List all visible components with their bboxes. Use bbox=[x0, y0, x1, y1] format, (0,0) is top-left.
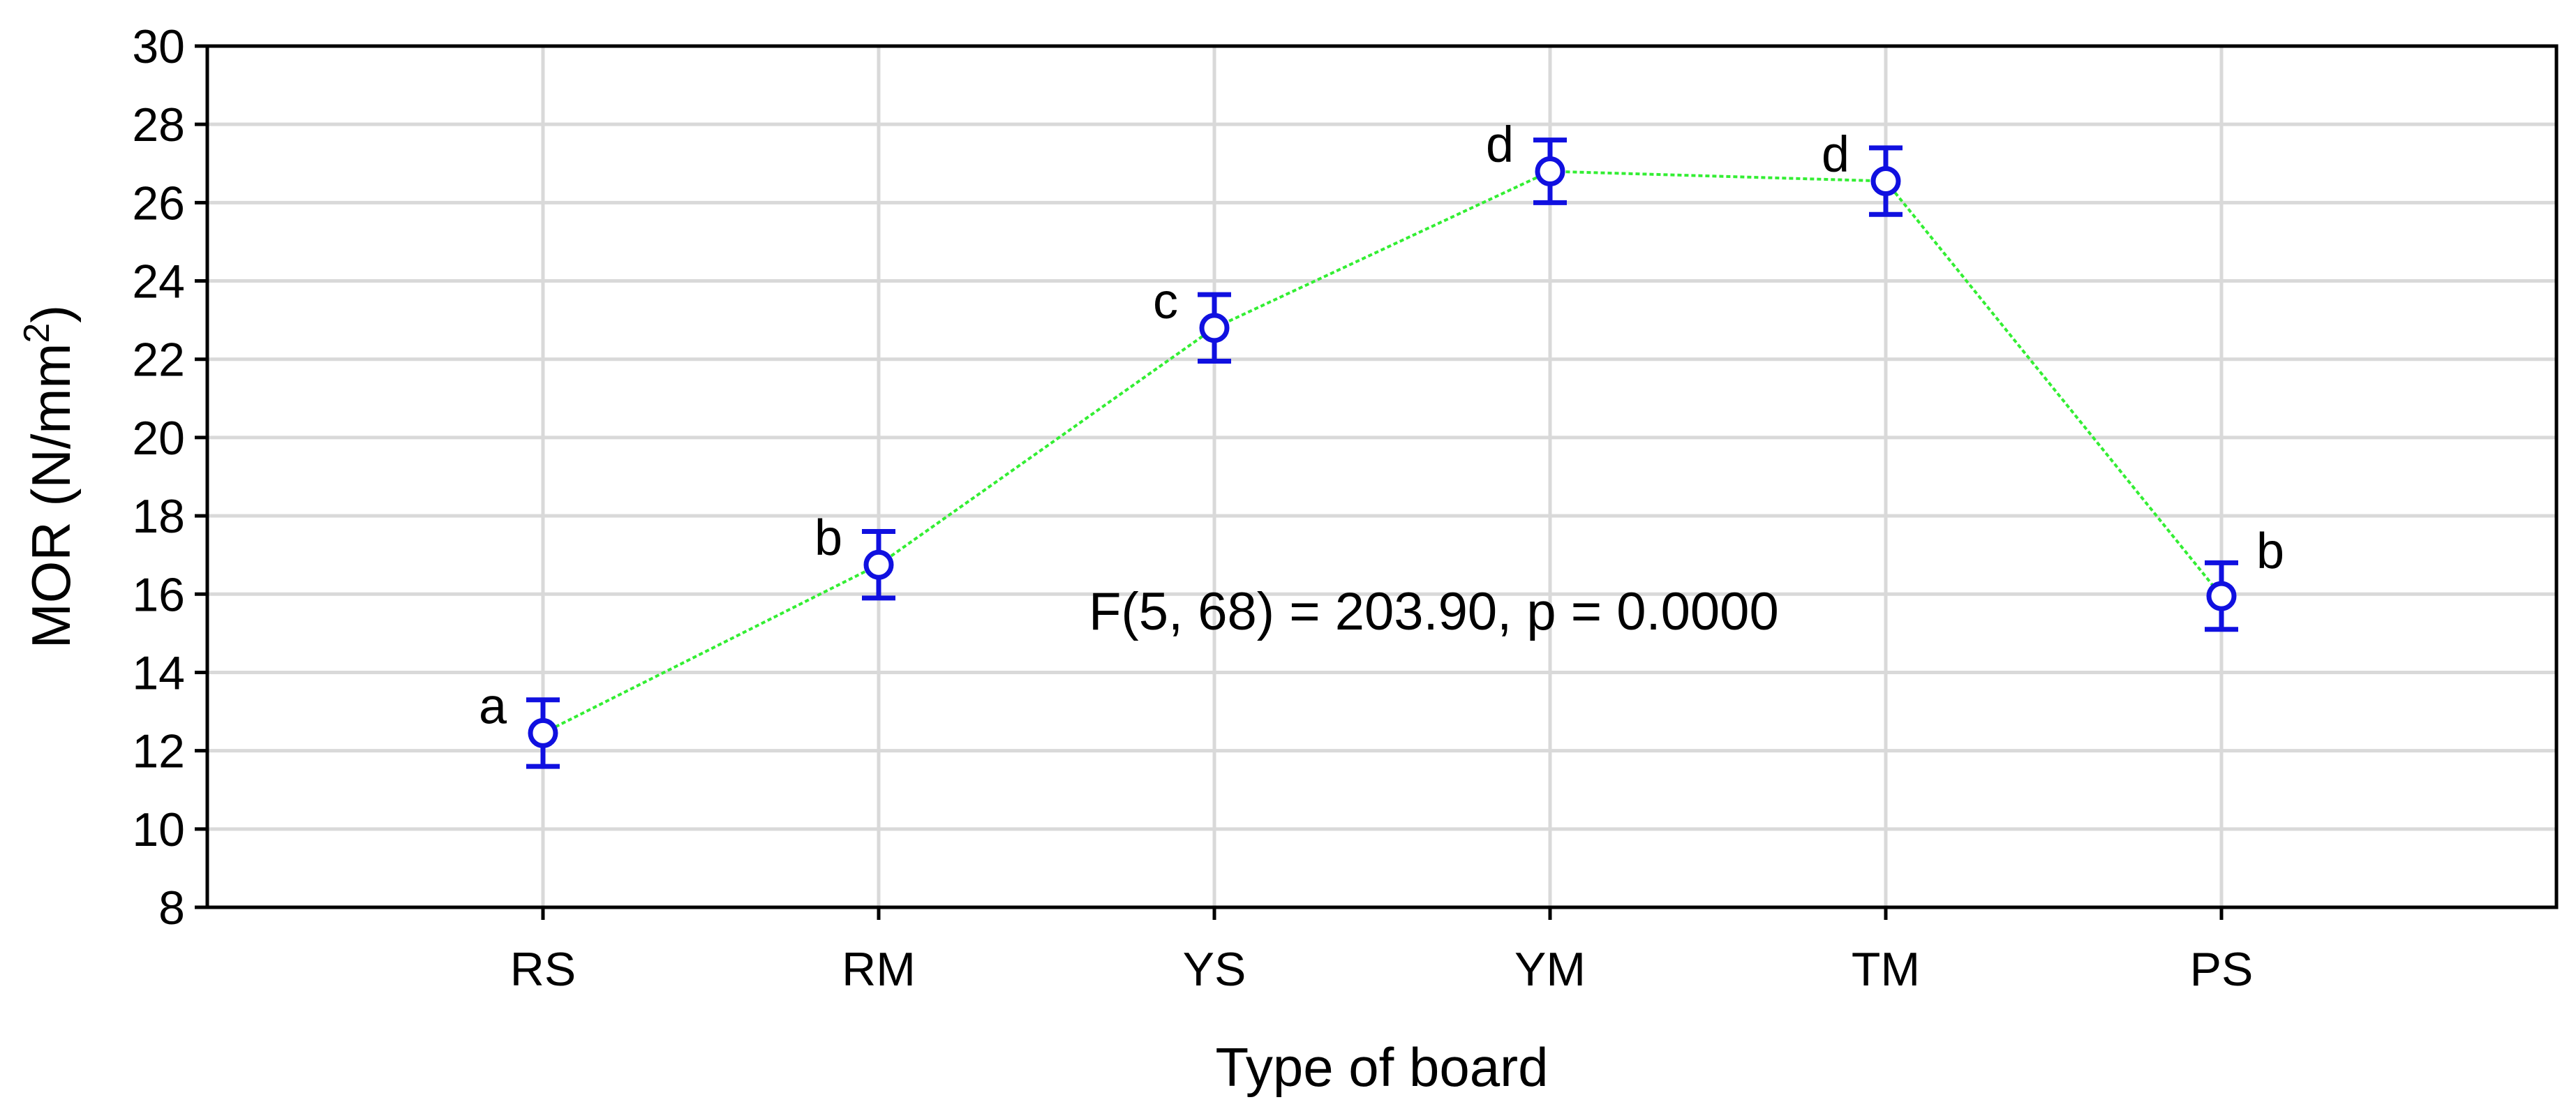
mean-point-ys bbox=[1199, 313, 1230, 343]
y-tick-label-28: 28 bbox=[132, 98, 185, 151]
y-axis-title: MOR (N/mm2) bbox=[17, 305, 82, 648]
mean-point-rs bbox=[528, 717, 558, 748]
x-tick-label-ym: YM bbox=[1514, 943, 1586, 996]
y-axis-ticks: 8 10 12 14 16 18 20 22 24 26 28 30 bbox=[132, 20, 207, 935]
x-tick-label-rs: RS bbox=[510, 943, 576, 996]
y-tick-label-20: 20 bbox=[132, 412, 185, 465]
mean-point-ym bbox=[1535, 156, 1565, 186]
group-letter-ps: b bbox=[2256, 523, 2284, 579]
y-tick-label-14: 14 bbox=[132, 646, 185, 699]
x-axis-title: Type of board bbox=[1216, 1036, 1549, 1098]
y-axis-title-close: ) bbox=[20, 305, 82, 323]
grid-lines bbox=[207, 46, 2556, 907]
mean-point-tm bbox=[1870, 166, 1901, 197]
x-axis-ticks: RS RM YS YM TM PS bbox=[510, 907, 2254, 996]
group-letter-ym: d bbox=[1486, 117, 1514, 172]
plot-frame bbox=[205, 44, 2559, 909]
x-tick-label-ys: YS bbox=[1183, 943, 1246, 996]
group-letter-tm: d bbox=[1822, 127, 1849, 183]
group-letter-ys: c bbox=[1153, 274, 1178, 329]
anova-annotation: F(5, 68) = 203.90, p = 0.0000 bbox=[1089, 582, 1779, 641]
group-letter-rs: a bbox=[479, 678, 507, 734]
y-tick-label-22: 22 bbox=[132, 334, 185, 387]
y-tick-label-8: 8 bbox=[158, 881, 185, 935]
y-axis-title-main: MOR (N/mm bbox=[20, 343, 82, 649]
mean-point-rm bbox=[863, 549, 894, 580]
y-tick-label-10: 10 bbox=[132, 803, 185, 856]
y-tick-label-16: 16 bbox=[132, 568, 185, 621]
group-letters: a b c d d b bbox=[479, 117, 2284, 734]
y-tick-label-18: 18 bbox=[132, 490, 185, 543]
mean-connector-line bbox=[542, 170, 2223, 735]
mean-point-ps bbox=[2206, 581, 2237, 611]
y-tick-label-24: 24 bbox=[132, 255, 185, 308]
y-axis-title-superscript: 2 bbox=[17, 323, 57, 343]
x-tick-label-rm: RM bbox=[842, 943, 916, 996]
y-tick-label-12: 12 bbox=[132, 725, 185, 778]
y-tick-label-26: 26 bbox=[132, 177, 185, 230]
group-letter-rm: b bbox=[814, 510, 842, 566]
y-tick-label-30: 30 bbox=[132, 20, 185, 73]
x-tick-label-ps: PS bbox=[2190, 943, 2254, 996]
x-tick-label-tm: TM bbox=[1852, 943, 1920, 996]
series-layer bbox=[526, 137, 2238, 769]
